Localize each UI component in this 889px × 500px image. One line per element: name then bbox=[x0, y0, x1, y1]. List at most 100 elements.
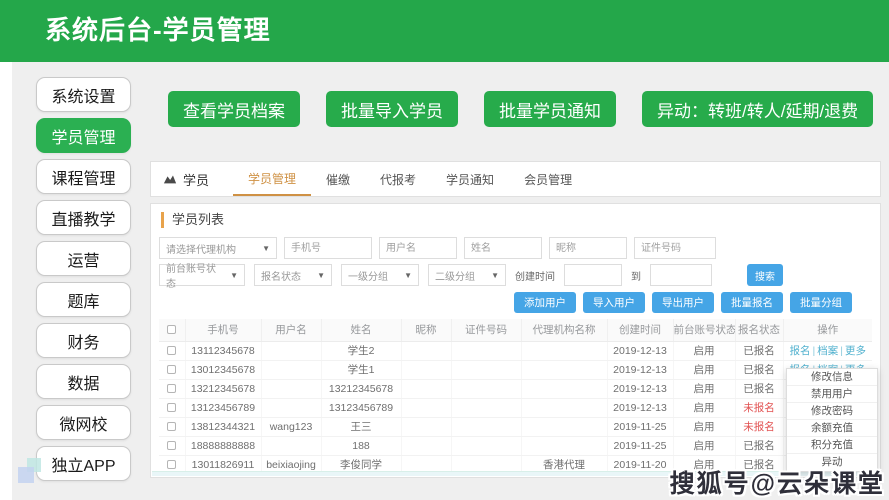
reg-status-cell: 已报名 bbox=[735, 455, 784, 475]
row-cell bbox=[451, 436, 522, 456]
op-link-2[interactable]: 档案 bbox=[817, 345, 839, 357]
column-header-5: 证件号码 bbox=[451, 319, 522, 342]
select-all-checkbox[interactable] bbox=[167, 325, 177, 335]
sidebar-item-8[interactable]: 数据 bbox=[36, 364, 131, 399]
action-button-4[interactable]: 批量报名 bbox=[721, 292, 783, 313]
row-cell: 2019-11-25 bbox=[607, 417, 674, 437]
module-label: 学员 bbox=[183, 172, 210, 188]
more-menu-item-6[interactable]: 异动 bbox=[821, 456, 843, 468]
row-cell bbox=[401, 379, 452, 399]
row-select-cell bbox=[159, 379, 186, 399]
section-title: 学员列表 bbox=[161, 212, 880, 228]
tab-1[interactable]: 学员管理 bbox=[233, 162, 312, 196]
filter-select-3-placeholder: 一级分组 bbox=[348, 271, 388, 283]
sidebar-item-3[interactable]: 课程管理 bbox=[36, 159, 131, 194]
tab-3[interactable]: 代报考 bbox=[380, 172, 417, 187]
row-checkbox[interactable] bbox=[167, 346, 177, 355]
row-checkbox[interactable] bbox=[167, 384, 177, 393]
filter-select-1[interactable]: 前台账号状态 ▼ bbox=[159, 264, 245, 290]
sidebar-item-4[interactable]: 直播教学 bbox=[36, 200, 131, 235]
filter-input-3[interactable] bbox=[464, 237, 542, 259]
tab-2[interactable]: 催缴 bbox=[326, 172, 351, 187]
filter-select-3[interactable]: 一级分组 ▼ bbox=[341, 264, 419, 286]
row-cell: 188 bbox=[321, 436, 402, 456]
reg-status-cell: 已报名 bbox=[735, 341, 784, 361]
table-row: 13112345678 学生2 2019-12-13 启用 已报名 报名 | 档案 | 更多 bbox=[159, 341, 872, 361]
action-button-1[interactable]: 添加用户 bbox=[514, 292, 576, 313]
quick-button-4[interactable]: 异动：转班/转人/延期/退费 bbox=[642, 91, 874, 127]
sidebar-item-5[interactable]: 运营 bbox=[36, 241, 131, 276]
ops-separator: | bbox=[812, 345, 816, 357]
filter-input-2[interactable] bbox=[379, 237, 457, 259]
more-menu-item-3[interactable]: 修改密码 bbox=[787, 403, 877, 420]
action-button-2[interactable]: 导入用户 bbox=[583, 292, 645, 313]
filter-input-1[interactable] bbox=[284, 237, 372, 259]
tab-5[interactable]: 会员管理 bbox=[524, 172, 573, 187]
op-link-3[interactable]: 更多 bbox=[844, 345, 866, 357]
module-title: 学员 bbox=[151, 170, 217, 189]
action-button-3[interactable]: 导出用户 bbox=[652, 292, 714, 313]
tab-bar: 学员管理 催缴 代报考 学员通知 会员管理 bbox=[233, 162, 587, 196]
row-cell bbox=[521, 360, 608, 380]
tab-4[interactable]: 学员通知 bbox=[446, 172, 495, 187]
sidebar-item-2[interactable]: 学员管理 bbox=[36, 118, 131, 153]
more-menu-item-2[interactable]: 禁用用户 bbox=[787, 386, 877, 403]
row-cell: 13112345678 bbox=[185, 341, 262, 361]
sidebar-item-7[interactable]: 财务 bbox=[36, 323, 131, 358]
column-header-9: 报名状态 bbox=[735, 319, 784, 342]
sidebar-item-9[interactable]: 微网校 bbox=[36, 405, 131, 440]
row-cell bbox=[521, 398, 608, 418]
row-cell: 学生2 bbox=[321, 341, 402, 361]
action-button-5[interactable]: 批量分组 bbox=[790, 292, 852, 313]
filter-select-1-placeholder: 前台账号状态 bbox=[166, 264, 216, 290]
created-from-input[interactable] bbox=[564, 264, 622, 286]
row-cell: 王三 bbox=[321, 417, 402, 437]
filter-select-4[interactable]: 二级分组 ▼ bbox=[428, 264, 506, 286]
column-header-8: 前台账号状态 bbox=[673, 319, 736, 342]
column-header-1: 手机号 bbox=[185, 319, 262, 342]
column-header-3: 姓名 bbox=[321, 319, 402, 342]
row-select-cell bbox=[159, 360, 186, 380]
quick-button-2[interactable]: 批量导入学员 bbox=[326, 91, 458, 127]
reg-status-cell: 已报名 bbox=[735, 436, 784, 456]
to-label: 到 bbox=[631, 271, 641, 283]
quick-button-1[interactable]: 查看学员档案 bbox=[168, 91, 300, 127]
row-checkbox[interactable] bbox=[167, 365, 177, 374]
column-header-4: 昵称 bbox=[401, 319, 452, 342]
created-time-label: 创建时间 bbox=[515, 271, 555, 283]
filter-row-1: 请选择代理机构 ▼ bbox=[159, 237, 716, 259]
filter-input-4[interactable] bbox=[549, 237, 627, 259]
op-link-1[interactable]: 报名 bbox=[789, 345, 811, 357]
more-menu-item-5[interactable]: 积分充值 bbox=[787, 437, 877, 454]
row-checkbox[interactable] bbox=[167, 441, 177, 450]
table-row: 13812344321wang123王三2019-11-25启用未报名报名|档案… bbox=[159, 417, 872, 437]
filter-select-2[interactable]: 报名状态 ▼ bbox=[254, 264, 332, 286]
agency-select[interactable]: 请选择代理机构 ▼ bbox=[159, 237, 277, 259]
sidebar-item-1[interactable]: 系统设置 bbox=[36, 77, 131, 112]
more-menu-item-4[interactable]: 余额充值 bbox=[787, 420, 877, 437]
row-checkbox[interactable] bbox=[167, 460, 177, 469]
more-menu-item-1[interactable]: 修改信息 bbox=[787, 369, 877, 386]
row-checkbox[interactable] bbox=[167, 403, 177, 412]
watermark: 搜狐号@云朵课堂 bbox=[669, 470, 885, 498]
sidebar-item-10[interactable]: 独立APP bbox=[36, 446, 131, 481]
row-cell bbox=[451, 341, 522, 361]
chevron-down-icon: ▼ bbox=[230, 270, 238, 280]
column-header-10: 操作 bbox=[783, 319, 872, 342]
row-checkbox[interactable] bbox=[167, 422, 177, 431]
row-cell: 启用 bbox=[673, 398, 736, 418]
row-cell: 2019-12-13 bbox=[607, 379, 674, 399]
quick-button-3[interactable]: 批量学员通知 bbox=[484, 91, 616, 127]
chevron-down-icon: ▼ bbox=[491, 270, 499, 280]
row-select-cell bbox=[159, 398, 186, 418]
row-cell bbox=[261, 398, 322, 418]
created-to-input[interactable] bbox=[650, 264, 712, 286]
row-cell: 学生1 bbox=[321, 360, 402, 380]
filter-input-5[interactable] bbox=[634, 237, 716, 259]
row-cell: 启用 bbox=[673, 417, 736, 437]
search-button[interactable]: 搜索 bbox=[747, 264, 783, 286]
student-list-card: 学员列表 请选择代理机构 ▼ 前台账号状态 ▼ 报名状态 ▼ 一级分组 ▼ 二级分组 ▼ 创建时间… bbox=[150, 203, 881, 478]
row-cell: 2019-11-25 bbox=[607, 436, 674, 456]
sidebar-item-6[interactable]: 题库 bbox=[36, 282, 131, 317]
